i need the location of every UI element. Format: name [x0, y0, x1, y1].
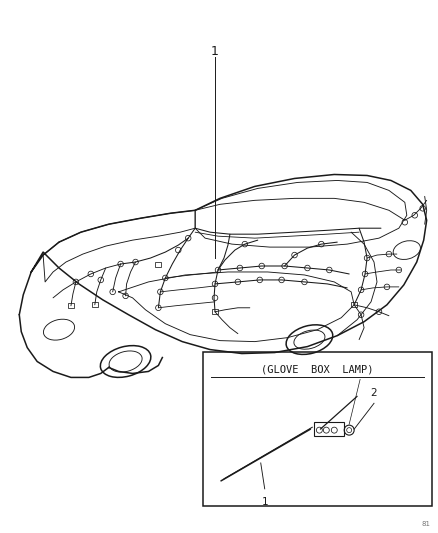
Bar [314, 422, 343, 436]
Bar [203, 352, 431, 506]
Text: 2: 2 [370, 389, 377, 398]
Bar [92, 302, 98, 308]
Bar [212, 309, 218, 314]
Text: 1: 1 [211, 45, 219, 58]
Bar [68, 303, 74, 308]
Bar [155, 262, 161, 266]
Text: (GLOVE  BOX  LAMP): (GLOVE BOX LAMP) [261, 365, 373, 375]
Text: 1: 1 [261, 497, 268, 507]
Bar [350, 302, 356, 308]
Text: 81: 81 [420, 521, 430, 527]
